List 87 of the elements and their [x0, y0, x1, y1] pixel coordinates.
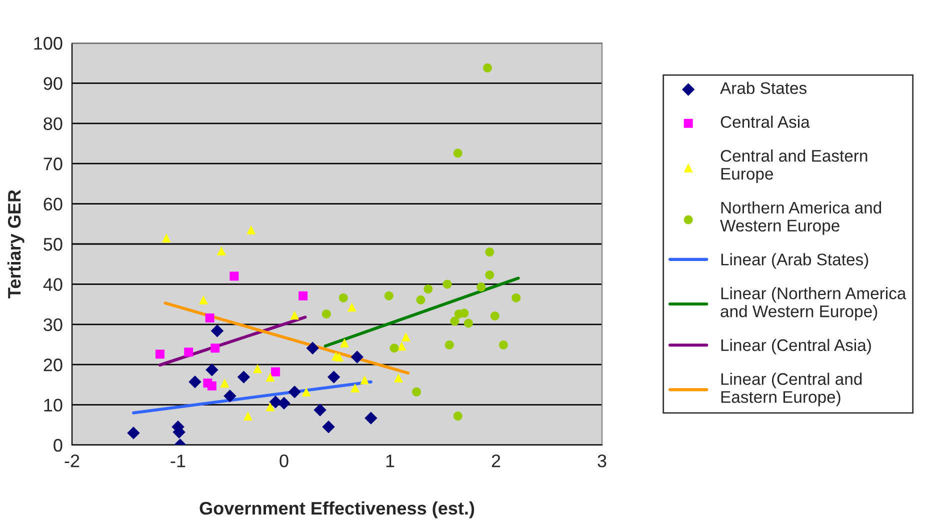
y-tick-label: 60 [44, 198, 62, 211]
point [210, 344, 220, 353]
legend-label: Linear (Central and Eastern Europe) [721, 372, 862, 406]
point [220, 378, 230, 388]
point [360, 375, 370, 384]
point [401, 332, 410, 342]
point [290, 310, 300, 320]
point [302, 387, 311, 396]
point [288, 386, 301, 398]
y-tick-label: 100 [34, 36, 62, 50]
point [384, 291, 394, 300]
legend-label: Northern America and Western Europe [720, 201, 882, 235]
point [338, 293, 348, 302]
point [483, 63, 492, 72]
y-tick-label: 90 [44, 77, 62, 90]
point [350, 350, 364, 364]
y-tick-label: 70 [44, 158, 62, 170]
point [162, 233, 171, 242]
point [327, 370, 340, 384]
y-tick-label: 80 [44, 117, 62, 130]
x-tick-label: -1 [170, 454, 186, 468]
point [394, 373, 403, 382]
point [442, 280, 452, 289]
point [246, 225, 256, 234]
y-tick-label: 40 [43, 278, 62, 291]
x-tick-label: 0 [280, 454, 288, 468]
x-tick-label: -2 [64, 454, 80, 468]
y-tick-label: 10 [44, 398, 62, 412]
point [253, 364, 262, 374]
point [266, 372, 275, 382]
legend-label: Linear (Central Asia) [721, 338, 871, 354]
y-tick-label: 50 [44, 238, 62, 251]
legend-label: Arab States [720, 82, 806, 94]
point [205, 313, 214, 322]
point [453, 412, 462, 421]
point [230, 272, 239, 281]
x-tick-label: 2 [492, 454, 500, 468]
point [444, 340, 454, 350]
point [188, 376, 202, 388]
point [127, 426, 140, 440]
point [207, 381, 216, 390]
point [390, 344, 399, 353]
y-tick-label: 0 [54, 438, 62, 452]
point [424, 284, 433, 294]
point [278, 396, 290, 410]
point [210, 324, 224, 338]
x-axis-title: Government Effectiveness (est.) [200, 501, 474, 518]
point [464, 318, 473, 328]
legend-label: Linear (Northern America and Western Europe) [720, 287, 906, 321]
point [155, 350, 164, 359]
point [490, 311, 500, 320]
point [184, 348, 194, 357]
point [450, 316, 460, 326]
y-tick-label: 30 [44, 318, 62, 332]
point [271, 367, 280, 376]
point [350, 383, 360, 392]
legend-label: Linear (Arab States) [721, 253, 868, 269]
point [416, 295, 426, 304]
point [237, 370, 250, 384]
point [198, 295, 208, 304]
point [322, 309, 331, 318]
point [347, 302, 356, 312]
point [224, 390, 236, 402]
point [485, 248, 494, 257]
point [498, 340, 508, 350]
point [512, 293, 521, 302]
legend-label: Central Asia [720, 116, 810, 128]
y-axis-title: Tertiary GER [7, 190, 24, 298]
point [243, 412, 252, 421]
point [476, 282, 486, 292]
point [485, 270, 494, 280]
x-tick-label: 3 [598, 454, 606, 468]
point [340, 338, 349, 348]
point [306, 342, 319, 354]
point [314, 404, 326, 416]
point [364, 412, 378, 424]
point [397, 342, 406, 351]
point [412, 387, 421, 396]
legend-label: Central and Eastern Europe [720, 150, 868, 184]
point [322, 420, 335, 434]
point [206, 363, 218, 376]
y-tick-label: 20 [44, 358, 62, 372]
point [453, 148, 462, 158]
x-tick-label: 1 [386, 454, 394, 468]
point [216, 246, 226, 256]
point [334, 352, 344, 362]
point [298, 291, 308, 300]
